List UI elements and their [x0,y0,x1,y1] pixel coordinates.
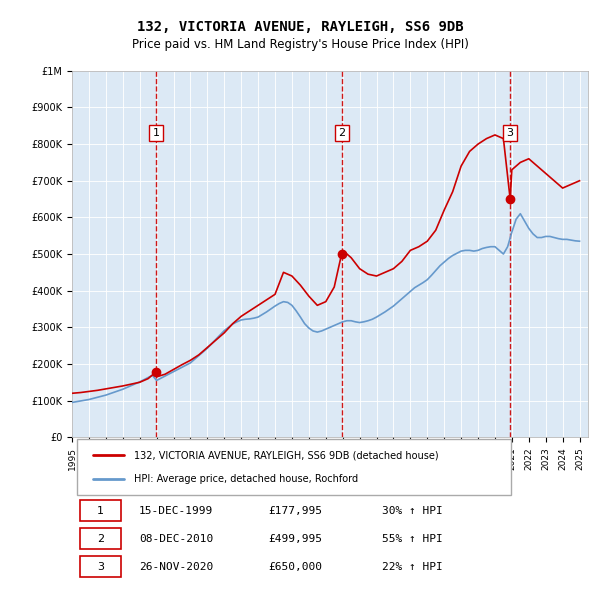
Text: 3: 3 [506,128,514,138]
Text: 132, VICTORIA AVENUE, RAYLEIGH, SS6 9DB (detached house): 132, VICTORIA AVENUE, RAYLEIGH, SS6 9DB … [134,450,439,460]
Text: HPI: Average price, detached house, Rochford: HPI: Average price, detached house, Roch… [134,474,358,484]
Text: £650,000: £650,000 [268,562,322,572]
Text: 132, VICTORIA AVENUE, RAYLEIGH, SS6 9DB: 132, VICTORIA AVENUE, RAYLEIGH, SS6 9DB [137,19,463,34]
Text: 26-NOV-2020: 26-NOV-2020 [139,562,214,572]
Text: 2: 2 [338,128,345,138]
Text: 3: 3 [97,562,104,572]
FancyBboxPatch shape [80,556,121,578]
Text: 30% ↑ HPI: 30% ↑ HPI [382,506,442,516]
Text: 55% ↑ HPI: 55% ↑ HPI [382,534,442,544]
Text: 22% ↑ HPI: 22% ↑ HPI [382,562,442,572]
Text: 2: 2 [97,534,104,544]
Text: Price paid vs. HM Land Registry's House Price Index (HPI): Price paid vs. HM Land Registry's House … [131,38,469,51]
Text: 1: 1 [97,506,104,516]
Text: 15-DEC-1999: 15-DEC-1999 [139,506,214,516]
Text: £177,995: £177,995 [268,506,322,516]
FancyBboxPatch shape [80,528,121,549]
Text: 1: 1 [152,128,160,138]
FancyBboxPatch shape [80,500,121,521]
FancyBboxPatch shape [77,438,511,495]
Text: £499,995: £499,995 [268,534,322,544]
Text: 08-DEC-2010: 08-DEC-2010 [139,534,214,544]
